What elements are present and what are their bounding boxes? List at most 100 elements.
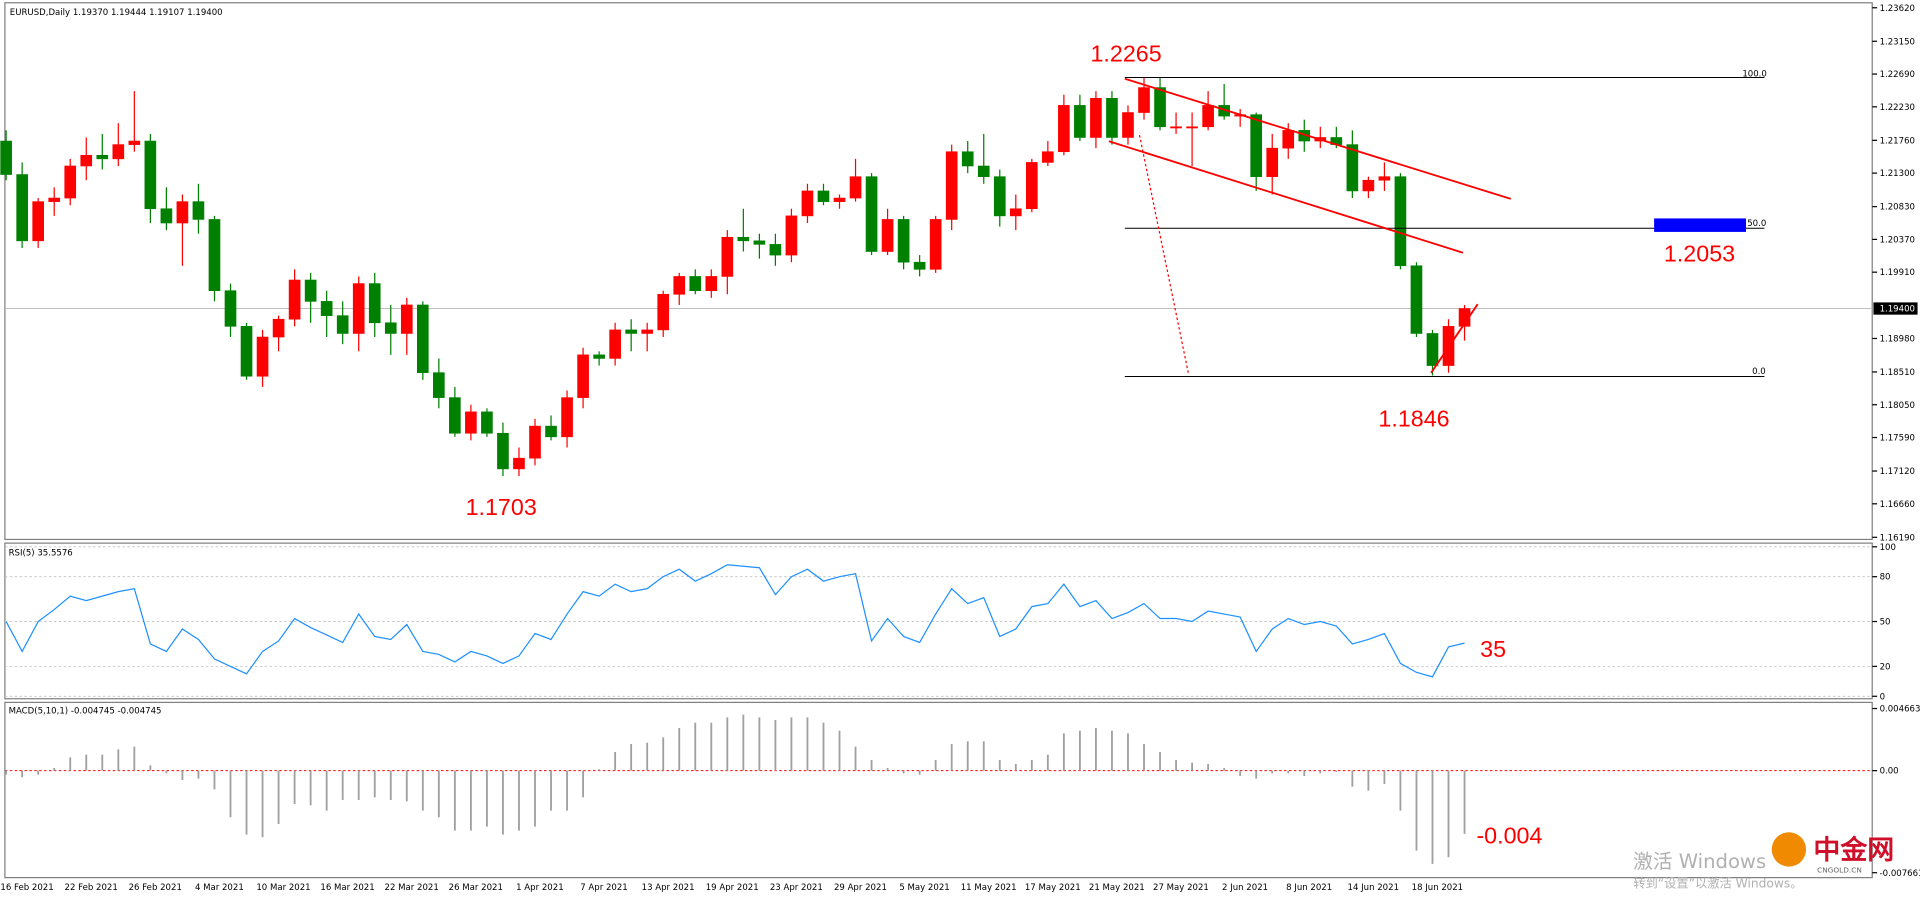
x-tick-label: 19 Apr 2021 bbox=[706, 883, 759, 893]
candle-body bbox=[481, 411, 493, 434]
candle-body bbox=[272, 318, 285, 338]
candle-body bbox=[881, 219, 894, 252]
candle-body bbox=[913, 261, 926, 270]
candle-body bbox=[673, 276, 686, 295]
x-tick-label: 10 Mar 2021 bbox=[256, 883, 310, 893]
candle-body bbox=[48, 197, 61, 202]
annotation: 1.1846 bbox=[1378, 406, 1449, 432]
candle-body bbox=[1410, 265, 1423, 334]
candle-body bbox=[1138, 87, 1150, 113]
candle-body bbox=[561, 397, 573, 438]
x-tick-label: 2 Jun 2021 bbox=[1222, 883, 1268, 893]
candle-body bbox=[449, 397, 461, 434]
candle-body bbox=[288, 279, 301, 320]
candle-body bbox=[609, 329, 621, 359]
x-tick-label: 17 May 2021 bbox=[1025, 883, 1081, 893]
x-tick-label: 22 Feb 2021 bbox=[65, 883, 118, 893]
candle-body bbox=[721, 236, 734, 277]
candle-body bbox=[1090, 97, 1102, 138]
candle-body bbox=[160, 208, 173, 224]
candle-body bbox=[1458, 308, 1471, 327]
logo: 中金网 bbox=[1813, 834, 1894, 866]
candle-body bbox=[497, 432, 509, 470]
x-tick-label: 26 Mar 2021 bbox=[449, 883, 503, 893]
annotation: 1.1703 bbox=[466, 494, 537, 520]
x-tick-label: 11 May 2021 bbox=[961, 883, 1017, 893]
x-tick-label: 1 Apr 2021 bbox=[516, 883, 564, 893]
candle-body bbox=[240, 326, 253, 377]
candle-body bbox=[1346, 144, 1359, 192]
candle-body bbox=[513, 457, 525, 470]
candle-body bbox=[192, 201, 205, 220]
candle-body bbox=[689, 276, 702, 292]
y-tick-label: 80 bbox=[1880, 573, 1891, 583]
last-price-box bbox=[1873, 302, 1918, 315]
candle-body bbox=[208, 219, 221, 292]
x-tick-label: 8 Jun 2021 bbox=[1286, 883, 1332, 893]
y-tick-label: 100 bbox=[1880, 543, 1896, 553]
x-tick-label: 14 Jun 2021 bbox=[1348, 883, 1400, 893]
y-tick-label: 0.004663 bbox=[1880, 705, 1920, 715]
macd-panel bbox=[4, 701, 1873, 879]
x-tick-label: 18 Jun 2021 bbox=[1412, 883, 1464, 893]
y-tick-label: 1.22230 bbox=[1880, 103, 1915, 113]
candle-body bbox=[352, 283, 365, 334]
marks: 1.23620 1.23150 1.22690 1.22230 1.21760 1.213… bbox=[0, 4, 1920, 893]
candle-body bbox=[64, 165, 77, 199]
y-tick-label: 1.17120 bbox=[1880, 467, 1915, 477]
candle-body bbox=[416, 304, 429, 373]
candle-body bbox=[400, 304, 413, 334]
candle-body bbox=[593, 354, 605, 359]
price-panel bbox=[4, 2, 1873, 541]
candle-body bbox=[945, 151, 958, 220]
candle-body bbox=[1058, 105, 1070, 153]
x-tick-label: 5 May 2021 bbox=[899, 883, 949, 893]
x-tick-label: 7 Apr 2021 bbox=[580, 883, 628, 893]
candle-body bbox=[1026, 162, 1038, 210]
candle-body bbox=[96, 154, 109, 160]
candle-body bbox=[465, 411, 477, 434]
annotation: 1.2265 bbox=[1090, 41, 1161, 67]
candle-body bbox=[1074, 105, 1086, 138]
candle-body bbox=[1282, 130, 1295, 149]
watermark: 转到“设置”以激活 Windows。 bbox=[1633, 875, 1802, 890]
x-tick-label: 4 Mar 2021 bbox=[195, 883, 244, 893]
rsi-line bbox=[5, 564, 1465, 678]
x-tick-label: 29 Apr 2021 bbox=[834, 883, 887, 893]
x-tick-label: 26 Feb 2021 bbox=[129, 883, 182, 893]
chart-title: EURUSD,Daily 1.19370 1.19444 1.19107 1.1… bbox=[10, 8, 223, 18]
y-tick-label: 1.23620 bbox=[1880, 4, 1915, 14]
candle-body bbox=[1154, 87, 1166, 128]
candle-body bbox=[1202, 105, 1214, 128]
candle-body bbox=[705, 276, 718, 292]
candle-body bbox=[849, 176, 862, 199]
y-tick-label: -0.007661 bbox=[1880, 869, 1920, 879]
x-tick-label: 22 Mar 2021 bbox=[385, 883, 439, 893]
candle-body bbox=[433, 372, 445, 398]
candle-body bbox=[977, 165, 990, 177]
y-tick-label: 20 bbox=[1880, 662, 1891, 672]
candle-body bbox=[1042, 151, 1054, 163]
candle-body bbox=[641, 329, 654, 334]
last-price-label: 1.19400 bbox=[1880, 305, 1915, 315]
y-tick-label: 0.00 bbox=[1880, 767, 1899, 777]
channel-line bbox=[1108, 140, 1464, 254]
y-tick-label: 0 bbox=[1880, 692, 1885, 702]
candle-body bbox=[1394, 176, 1407, 267]
candle-body bbox=[929, 219, 942, 270]
fib-label: 100.0 bbox=[1742, 69, 1767, 79]
channel-line bbox=[1124, 77, 1512, 200]
y-tick-label: 1.16190 bbox=[1880, 533, 1915, 543]
y-tick-label: 1.21760 bbox=[1880, 136, 1915, 146]
y-tick-label: 50 bbox=[1880, 618, 1891, 628]
x-tick-label: 13 Apr 2021 bbox=[642, 883, 695, 893]
candle-body bbox=[801, 190, 814, 217]
candle-body bbox=[753, 240, 766, 245]
candle-body bbox=[785, 215, 798, 256]
logo-icon bbox=[1771, 832, 1807, 867]
fib-label: 50.0 bbox=[1747, 219, 1766, 229]
watermark: 激活 Windows bbox=[1633, 850, 1766, 873]
fib-label: 0.0 bbox=[1752, 367, 1766, 377]
candle-body bbox=[1362, 179, 1375, 192]
